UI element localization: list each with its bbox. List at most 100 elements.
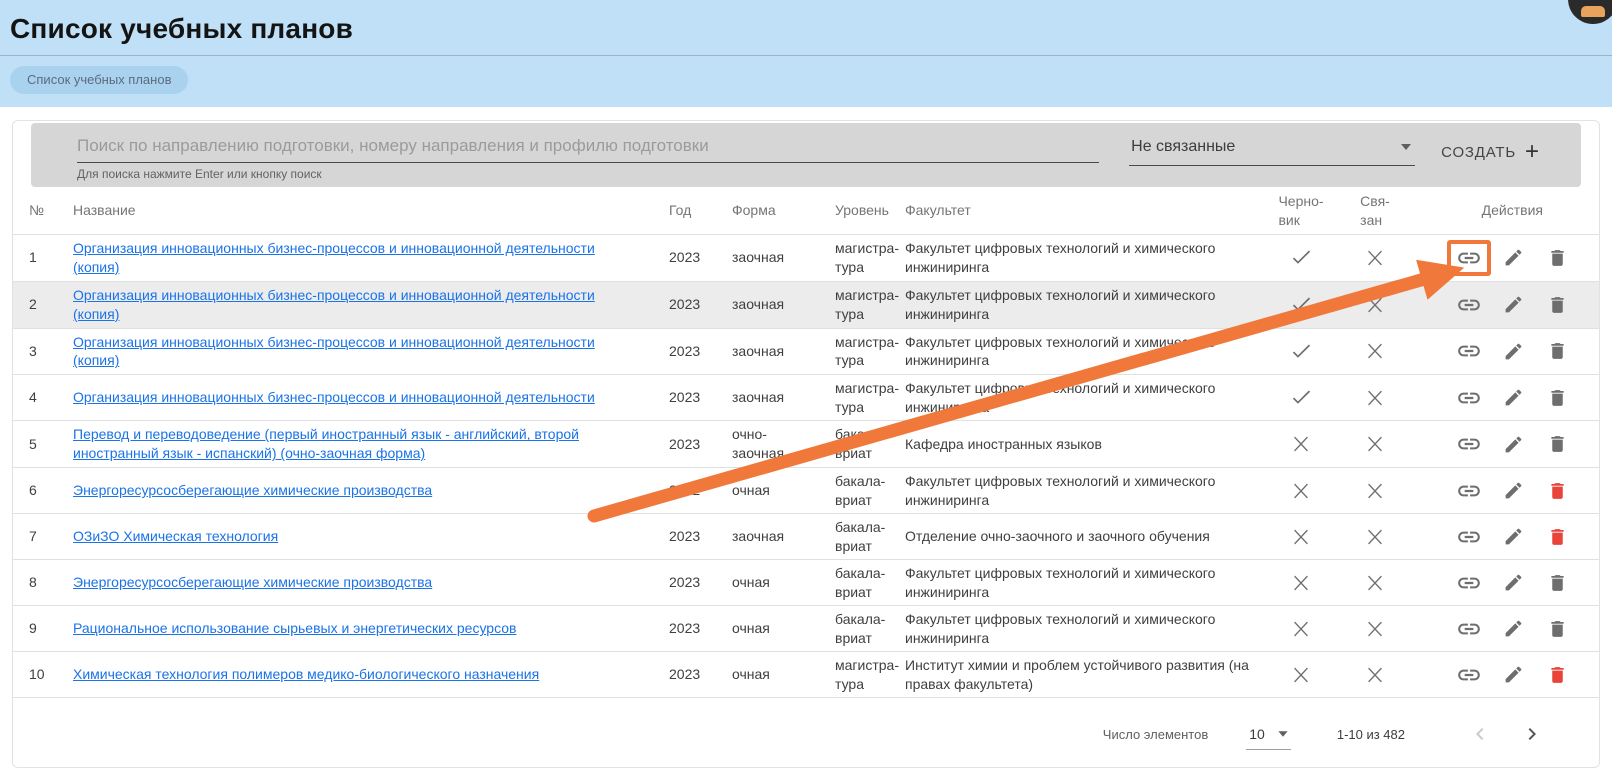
create-button-label: СОЗДАТЬ: [1441, 143, 1516, 161]
x-icon: [1294, 436, 1308, 452]
link-icon[interactable]: [1447, 524, 1491, 550]
link-icon[interactable]: [1447, 616, 1491, 642]
trash-icon[interactable]: [1535, 572, 1579, 594]
table-row: 8 Энергоресурсосберегающие химические пр…: [13, 560, 1599, 607]
chevron-right-icon[interactable]: [1519, 721, 1545, 747]
caret-down-icon: [1278, 730, 1288, 737]
toolbar: Для поиска нажмите Enter или кнопку поис…: [31, 123, 1581, 187]
pencil-icon[interactable]: [1491, 618, 1535, 639]
row-number: 2: [29, 296, 37, 313]
table-row: 4 Организация инновационных бизнес-проце…: [13, 375, 1599, 422]
plan-form: очная: [732, 620, 770, 637]
x-icon: [1290, 526, 1312, 548]
trash-icon[interactable]: [1535, 480, 1579, 502]
plan-name-link[interactable]: Рациональное использование сырьевых и эн…: [73, 620, 517, 637]
x-icon: [1368, 436, 1382, 452]
link-icon[interactable]: [1447, 431, 1491, 457]
x-icon: [1368, 390, 1382, 406]
page-size-value: 10: [1249, 725, 1265, 742]
plan-name-link[interactable]: Организация инновационных бизнес-процесс…: [73, 389, 595, 406]
plan-level: магистра-тура: [835, 240, 899, 275]
link-icon[interactable]: [1447, 385, 1491, 411]
plan-year: 2022: [669, 482, 701, 499]
trash-icon[interactable]: [1535, 618, 1579, 640]
header-actions: Действия: [1481, 202, 1543, 219]
link-icon[interactable]: [1447, 478, 1491, 504]
plan-faculty: Факультет цифровых технологий и химическ…: [905, 240, 1216, 275]
trash-icon[interactable]: [1535, 294, 1579, 316]
pagination-range: 1-10 из 482: [1336, 726, 1405, 742]
pencil-icon[interactable]: [1491, 664, 1535, 685]
plan-level: бакала-вриат: [835, 564, 886, 600]
filter-selected-value: Не связанные: [1131, 138, 1236, 155]
plan-form: заочная: [732, 528, 785, 545]
x-icon: [1290, 572, 1312, 594]
row-number: 7: [29, 528, 37, 545]
row-number: 3: [29, 343, 37, 359]
search-input[interactable]: [77, 133, 1100, 163]
x-icon: [1368, 297, 1382, 312]
header-faculty: Факультет: [905, 202, 971, 219]
link-icon[interactable]: [1447, 239, 1491, 276]
link-icon[interactable]: [1447, 292, 1491, 318]
create-button[interactable]: СОЗДАТЬ +: [1441, 140, 1539, 164]
plan-name-link[interactable]: Перевод и переводоведение (первый иностр…: [73, 426, 579, 462]
trash-icon[interactable]: [1535, 247, 1579, 269]
chevron-left-icon[interactable]: [1467, 721, 1493, 747]
plan-name-link[interactable]: Организация инновационных бизнес-процесс…: [73, 286, 595, 322]
plan-level: бакала-вриат: [835, 426, 886, 462]
pencil-icon[interactable]: [1491, 572, 1535, 593]
row-number: 6: [29, 482, 37, 499]
plan-name-link[interactable]: Организация инновационных бизнес-процесс…: [73, 333, 595, 369]
pencil-icon[interactable]: [1491, 480, 1535, 501]
pencil-icon[interactable]: [1491, 526, 1535, 547]
pencil-icon[interactable]: [1491, 434, 1535, 455]
row-number: 10: [29, 666, 45, 683]
x-icon: [1364, 433, 1386, 455]
pencil-icon[interactable]: [1491, 247, 1535, 268]
plan-year: 2023: [669, 343, 701, 359]
table-row: 3 Организация инновационных бизнес-проце…: [13, 328, 1599, 376]
plan-level: магистра-тура: [835, 379, 899, 415]
x-icon: [1364, 618, 1386, 640]
link-icon[interactable]: [1447, 570, 1491, 596]
pencil-icon[interactable]: [1491, 341, 1535, 362]
plan-name-link[interactable]: Энергоресурсосберегающие химические прои…: [73, 574, 433, 591]
trash-icon[interactable]: [1535, 387, 1579, 409]
plan-year: 2023: [669, 435, 701, 452]
plan-level: магистра-тура: [835, 333, 899, 369]
x-icon: [1364, 387, 1386, 409]
pagination-bar: Число элементов 10 1-10 из 482: [13, 701, 1599, 767]
trash-icon[interactable]: [1535, 526, 1579, 548]
table-header-row: № Название Год Форма Уровень Факультет Ч…: [13, 187, 1599, 235]
plan-name-link[interactable]: Химическая технология полимеров медико-б…: [73, 666, 540, 683]
x-icon: [1294, 667, 1308, 682]
table-row: 9 Рациональное использование сырьевых и …: [13, 606, 1599, 653]
x-icon: [1294, 621, 1308, 636]
x-icon: [1364, 247, 1386, 269]
linked-filter-select[interactable]: Не связанные: [1129, 123, 1416, 166]
check-icon: [1292, 250, 1310, 265]
plan-form: очная: [732, 482, 770, 499]
x-icon: [1368, 621, 1382, 636]
x-icon: [1364, 340, 1386, 362]
plan-name-link[interactable]: Энергоресурсосберегающие химические прои…: [73, 482, 433, 499]
plan-name-link[interactable]: ОЗиЗО Химическая технология: [73, 528, 279, 545]
plan-name-link[interactable]: Организация инновационных бизнес-процесс…: [73, 240, 595, 275]
plan-year: 2023: [669, 528, 701, 545]
plan-year: 2023: [669, 249, 701, 266]
page-size-select[interactable]: 10: [1246, 726, 1291, 750]
pencil-icon[interactable]: [1491, 387, 1535, 408]
plan-faculty: Кафедра иностранных языков: [905, 435, 1102, 452]
plan-faculty: Институт химии и проблем устойчивого раз…: [905, 656, 1249, 692]
trash-icon[interactable]: [1535, 433, 1579, 455]
trash-icon[interactable]: [1535, 664, 1579, 686]
x-icon: [1294, 575, 1308, 590]
pencil-icon[interactable]: [1491, 294, 1535, 315]
check-icon: [1289, 339, 1314, 364]
breadcrumb-chip[interactable]: Список учебных планов: [10, 66, 189, 94]
x-icon: [1290, 618, 1312, 640]
link-icon[interactable]: [1447, 338, 1491, 364]
link-icon[interactable]: [1447, 662, 1491, 688]
trash-icon[interactable]: [1535, 340, 1579, 362]
